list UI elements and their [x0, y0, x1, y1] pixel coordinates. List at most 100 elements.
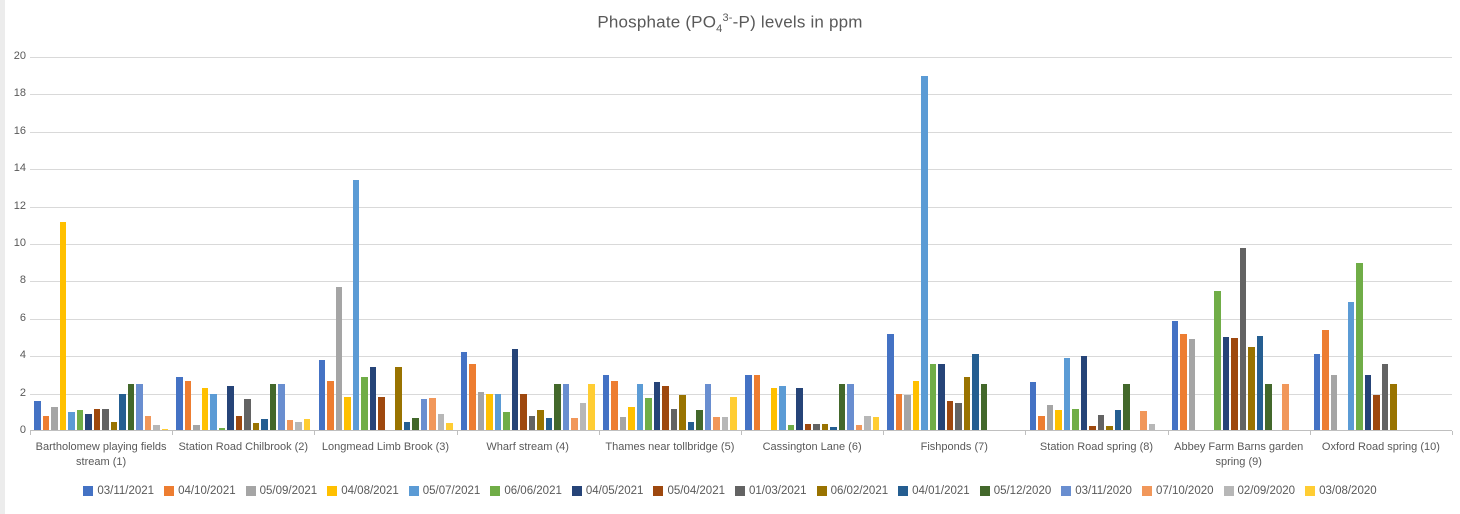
bar-04/05/2021[interactable]	[653, 382, 661, 431]
legend-item-05/04/2021[interactable]: 05/04/2021	[653, 485, 725, 497]
bar-06/02/2021[interactable]	[1390, 384, 1397, 431]
bar-05/07/2021[interactable]	[779, 386, 786, 431]
bar-05/04/2021[interactable]	[946, 401, 954, 431]
bar-02/09/2020[interactable]	[153, 425, 160, 431]
bar-04/08/2021[interactable]	[770, 388, 778, 431]
bar-03/08/2020[interactable]	[730, 397, 737, 431]
bar-04/10/2021[interactable]	[184, 381, 192, 431]
bar-04/05/2021[interactable]	[1364, 374, 1372, 431]
bar-06/06/2021[interactable]	[361, 376, 368, 431]
bar-05/12/2020[interactable]	[1265, 384, 1272, 431]
bar-05/12/2020[interactable]	[554, 384, 561, 431]
bar-04/05/2021[interactable]	[511, 348, 519, 431]
bar-03/11/2020[interactable]	[420, 399, 427, 431]
bar-07/10/2020[interactable]	[713, 416, 720, 431]
bar-05/09/2021[interactable]	[1188, 339, 1196, 431]
bar-03/11/2020[interactable]	[562, 384, 570, 431]
bar-03/11/2021[interactable]	[887, 333, 894, 431]
bar-04/10/2021[interactable]	[327, 380, 334, 431]
bar-03/11/2021[interactable]	[1313, 354, 1321, 431]
bar-04/08/2021[interactable]	[59, 221, 67, 431]
bar-04/08/2021[interactable]	[628, 406, 635, 431]
bar-05/12/2020[interactable]	[127, 384, 135, 431]
bar-07/10/2020[interactable]	[571, 417, 578, 431]
bar-05/09/2021[interactable]	[477, 391, 485, 431]
bar-05/07/2021[interactable]	[352, 180, 359, 431]
bar-04/05/2021[interactable]	[369, 367, 376, 431]
bar-06/02/2021[interactable]	[395, 367, 402, 431]
bar-05/12/2020[interactable]	[980, 384, 988, 431]
bar-05/09/2021[interactable]	[1046, 404, 1054, 431]
bar-01/03/2021[interactable]	[1381, 363, 1389, 431]
legend-item-04/08/2021[interactable]: 04/08/2021	[327, 485, 399, 497]
bar-04/10/2021[interactable]	[42, 416, 50, 431]
bar-02/09/2020[interactable]	[1148, 424, 1156, 431]
bar-03/11/2021[interactable]	[1171, 320, 1179, 431]
bar-04/10/2021[interactable]	[1322, 330, 1329, 431]
legend-item-03/11/2021[interactable]: 03/11/2021	[83, 485, 154, 497]
bar-06/02/2021[interactable]	[110, 421, 118, 431]
bar-03/11/2021[interactable]	[745, 374, 752, 431]
bar-03/08/2020[interactable]	[446, 422, 453, 431]
bar-01/03/2021[interactable]	[244, 399, 251, 431]
bar-04/08/2021[interactable]	[344, 397, 351, 431]
bar-01/03/2021[interactable]	[102, 408, 109, 431]
bar-05/04/2021[interactable]	[1373, 395, 1380, 431]
bar-05/04/2021[interactable]	[93, 408, 101, 431]
chart-title[interactable]: Phosphate (PO43--P) levels in ppm	[0, 12, 1460, 35]
bar-05/12/2020[interactable]	[696, 410, 703, 431]
legend-item-03/11/2020[interactable]: 03/11/2020	[1061, 485, 1132, 497]
bar-05/07/2021[interactable]	[210, 393, 217, 431]
bar-01/03/2021[interactable]	[670, 408, 678, 431]
bar-05/07/2021[interactable]	[494, 393, 502, 431]
legend-item-03/08/2020[interactable]: 03/08/2020	[1305, 485, 1377, 497]
bar-04/05/2021[interactable]	[227, 386, 234, 431]
bar-06/02/2021[interactable]	[252, 422, 260, 431]
bar-04/01/2021[interactable]	[119, 393, 126, 431]
legend-item-07/10/2020[interactable]: 07/10/2020	[1141, 485, 1214, 497]
bar-05/09/2021[interactable]	[193, 425, 200, 431]
bar-03/08/2020[interactable]	[872, 416, 880, 431]
bar-05/12/2020[interactable]	[1123, 384, 1130, 431]
bar-06/02/2021[interactable]	[821, 424, 829, 431]
bar-04/01/2021[interactable]	[1114, 410, 1122, 431]
bar-05/07/2021[interactable]	[636, 384, 644, 431]
bar-06/02/2021[interactable]	[537, 410, 544, 431]
bar-05/12/2020[interactable]	[412, 417, 419, 431]
bar-05/07/2021[interactable]	[921, 75, 928, 431]
bar-07/10/2020[interactable]	[855, 425, 863, 431]
bar-06/06/2021[interactable]	[1356, 262, 1363, 431]
bar-02/09/2020[interactable]	[437, 414, 444, 431]
bar-05/04/2021[interactable]	[520, 393, 527, 431]
bar-04/08/2021[interactable]	[912, 380, 920, 431]
bar-04/10/2021[interactable]	[1038, 416, 1045, 431]
bar-02/09/2020[interactable]	[295, 421, 302, 431]
bar-04/01/2021[interactable]	[403, 421, 410, 431]
legend-item-05/09/2021[interactable]: 05/09/2021	[245, 485, 317, 497]
bar-04/08/2021[interactable]	[1055, 410, 1062, 431]
bar-04/01/2021[interactable]	[972, 354, 979, 431]
bar-05/09/2021[interactable]	[1330, 374, 1338, 431]
bar-06/06/2021[interactable]	[929, 363, 937, 431]
bar-06/06/2021[interactable]	[1214, 290, 1221, 431]
bar-06/02/2021[interactable]	[679, 395, 686, 431]
bar-05/09/2021[interactable]	[904, 395, 911, 431]
legend-item-05/07/2021[interactable]: 05/07/2021	[408, 485, 480, 497]
bar-03/08/2020[interactable]	[588, 384, 595, 431]
bar-03/11/2020[interactable]	[278, 384, 285, 431]
bar-04/01/2021[interactable]	[261, 418, 268, 431]
bar-05/09/2021[interactable]	[51, 406, 58, 431]
bar-04/10/2021[interactable]	[611, 380, 618, 431]
bar-05/04/2021[interactable]	[662, 386, 669, 431]
bar-06/06/2021[interactable]	[1072, 408, 1079, 431]
bar-04/01/2021[interactable]	[545, 417, 553, 431]
bar-05/07/2021[interactable]	[68, 412, 75, 431]
bar-03/11/2020[interactable]	[847, 384, 854, 431]
bar-02/09/2020[interactable]	[864, 416, 871, 431]
bar-04/05/2021[interactable]	[85, 414, 92, 431]
bar-04/10/2021[interactable]	[469, 363, 476, 431]
bar-06/02/2021[interactable]	[963, 376, 971, 431]
bar-05/09/2021[interactable]	[619, 416, 627, 431]
bar-01/03/2021[interactable]	[1239, 247, 1247, 431]
bar-03/11/2021[interactable]	[460, 352, 468, 431]
